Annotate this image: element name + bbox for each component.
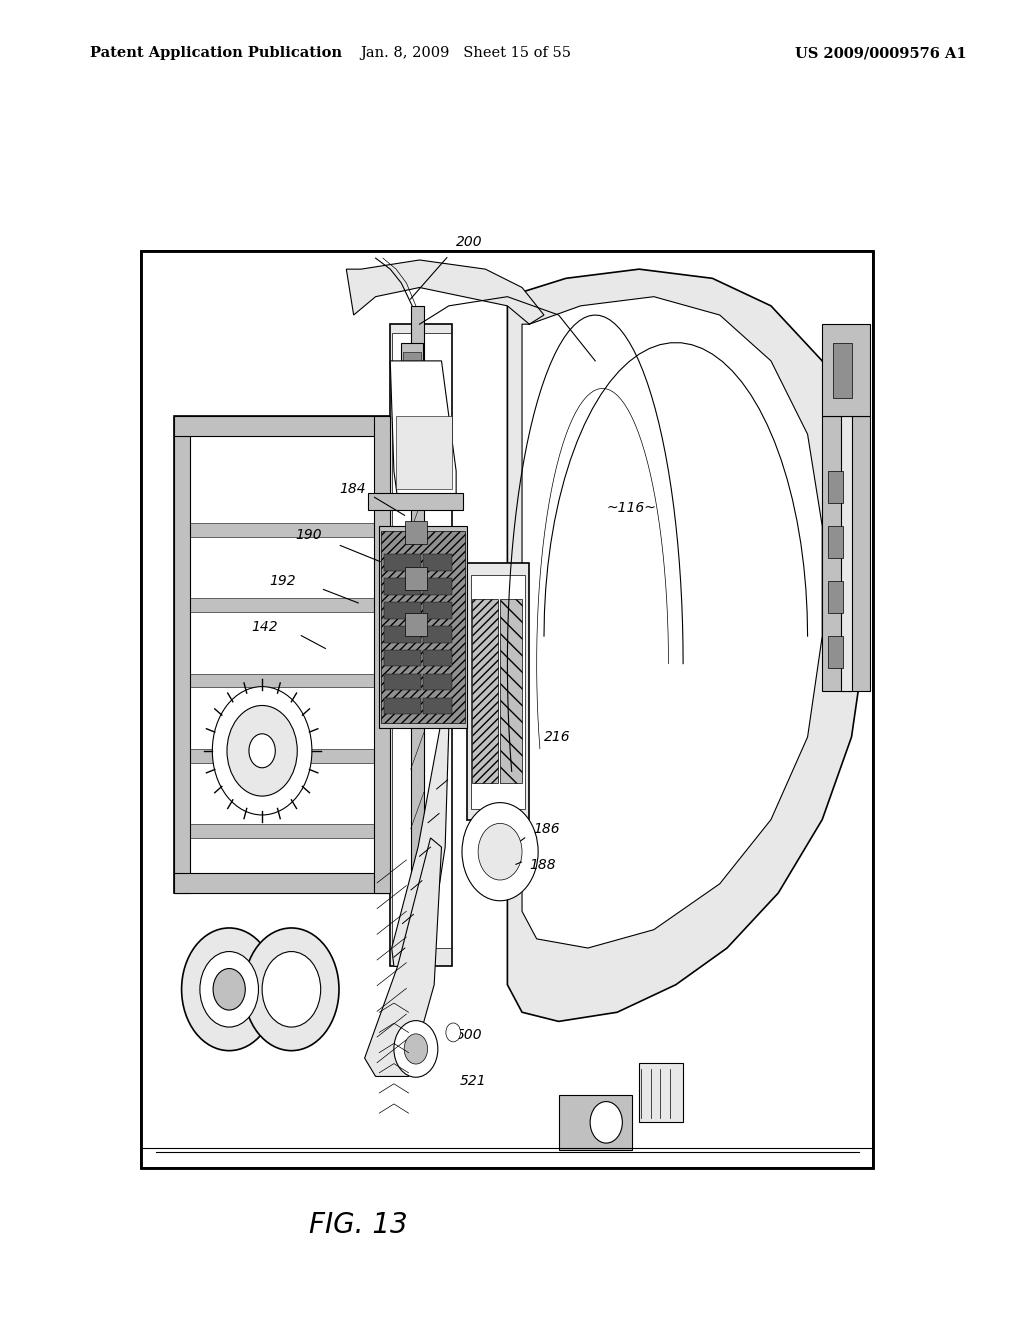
Text: 500: 500 — [456, 1028, 482, 1043]
Polygon shape — [346, 260, 544, 325]
Polygon shape — [508, 269, 866, 1022]
Bar — [181, 421, 383, 879]
Bar — [423, 697, 453, 714]
Bar — [183, 523, 382, 537]
Bar — [404, 521, 427, 544]
Text: Patent Application Publication: Patent Application Publication — [90, 46, 342, 61]
Bar — [411, 306, 424, 966]
Bar — [403, 351, 421, 407]
Text: 521: 521 — [460, 1074, 486, 1088]
Circle shape — [212, 686, 312, 814]
Bar — [423, 602, 453, 619]
Bar — [471, 574, 525, 809]
Bar — [379, 527, 467, 727]
Bar — [822, 416, 869, 692]
Bar — [841, 416, 852, 692]
Text: FIG. 13: FIG. 13 — [309, 1210, 408, 1239]
Bar — [392, 334, 451, 948]
Text: 190: 190 — [295, 528, 322, 543]
Bar — [141, 251, 873, 1168]
Circle shape — [404, 1034, 428, 1064]
Text: 188: 188 — [529, 858, 556, 873]
Bar — [141, 251, 873, 1168]
Polygon shape — [365, 838, 441, 1077]
Text: 216: 216 — [544, 730, 570, 744]
Bar — [834, 343, 852, 397]
Bar — [423, 578, 453, 595]
Text: ~116~: ~116~ — [607, 500, 656, 515]
Bar — [500, 599, 522, 783]
Bar — [828, 471, 843, 503]
Bar — [404, 568, 427, 590]
Bar — [141, 251, 873, 1168]
Circle shape — [445, 1023, 461, 1041]
Bar — [369, 492, 464, 510]
Bar — [174, 416, 390, 436]
Bar — [559, 1094, 632, 1150]
Text: US 2009/0009576 A1: US 2009/0009576 A1 — [795, 46, 967, 61]
Text: 184: 184 — [339, 482, 366, 496]
Circle shape — [244, 928, 339, 1051]
Polygon shape — [390, 360, 456, 499]
Bar — [183, 748, 382, 763]
Text: 186: 186 — [534, 822, 560, 836]
Bar — [174, 416, 390, 892]
Bar — [639, 1063, 683, 1122]
Circle shape — [213, 969, 246, 1010]
Bar — [183, 824, 382, 838]
Bar — [467, 562, 529, 820]
Text: Jan. 8, 2009   Sheet 15 of 55: Jan. 8, 2009 Sheet 15 of 55 — [360, 46, 571, 61]
Bar — [828, 581, 843, 614]
Bar — [229, 953, 292, 1026]
Bar — [183, 673, 382, 688]
Bar — [401, 343, 423, 416]
Bar — [423, 673, 453, 690]
Bar — [384, 578, 421, 595]
Bar — [423, 626, 453, 643]
Circle shape — [249, 734, 275, 768]
Bar — [423, 649, 453, 667]
Bar — [384, 626, 421, 643]
Bar — [828, 525, 843, 558]
Bar — [822, 325, 869, 416]
Circle shape — [227, 705, 297, 796]
Bar — [472, 599, 498, 783]
Bar — [174, 416, 190, 892]
Circle shape — [462, 803, 539, 900]
Bar — [384, 673, 421, 690]
Bar — [382, 531, 465, 723]
Bar — [404, 614, 427, 636]
Text: 192: 192 — [269, 574, 296, 589]
Bar — [390, 325, 453, 966]
Bar — [828, 636, 843, 668]
Bar — [183, 598, 382, 612]
Circle shape — [394, 1020, 438, 1077]
Bar — [384, 602, 421, 619]
Bar — [384, 649, 421, 667]
Bar — [374, 416, 390, 892]
Bar — [174, 873, 390, 892]
Circle shape — [590, 1102, 623, 1143]
Bar — [384, 554, 421, 572]
Circle shape — [181, 928, 276, 1051]
Bar — [396, 416, 452, 490]
Circle shape — [262, 952, 321, 1027]
Circle shape — [478, 824, 522, 880]
Circle shape — [200, 952, 258, 1027]
Text: 142: 142 — [251, 620, 278, 634]
Text: 200: 200 — [456, 235, 482, 248]
Polygon shape — [522, 297, 822, 948]
Bar — [384, 697, 421, 714]
Polygon shape — [392, 727, 449, 966]
Bar — [423, 554, 453, 572]
